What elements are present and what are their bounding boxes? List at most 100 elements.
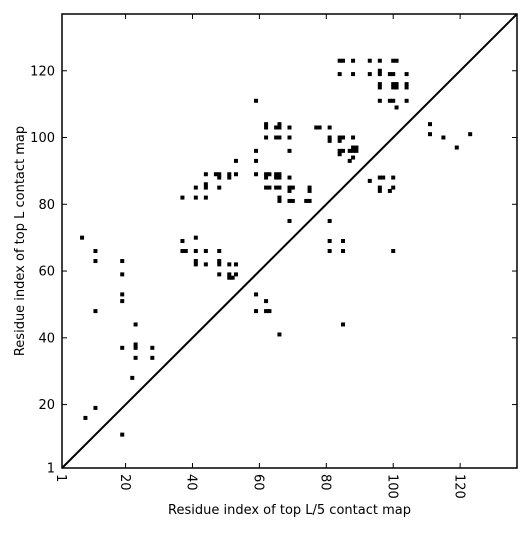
contact-point [314,125,319,130]
contact-point [287,185,292,190]
contact-point [120,299,125,304]
contact-point [83,415,88,420]
contact-point [183,249,188,254]
contact-point [441,135,446,140]
contact-point [290,185,295,190]
contact-point [287,198,292,203]
contact-point [274,135,279,140]
contact-point [351,148,356,153]
contact-point [267,309,272,314]
contact-point [367,178,372,183]
contact-point [277,135,282,140]
x-tick-label: 60 [251,474,266,491]
contact-point [367,72,372,77]
contact-point [233,158,238,163]
contact-point [264,185,269,190]
y-tick-label: 1 [47,462,55,477]
contact-point [227,175,232,180]
contact-point [80,235,85,240]
contact-point [391,98,396,103]
contact-point [351,145,356,150]
contact-point [287,188,292,193]
contact-point [391,185,396,190]
contact-point [377,85,382,90]
contact-point [377,72,382,77]
contact-point [337,152,342,157]
contact-point [404,85,409,90]
plot-frame [61,13,518,469]
contact-point [264,309,269,314]
contact-point [341,239,346,243]
contact-point [277,185,282,190]
contact-point [341,135,346,140]
contact-point [377,58,382,63]
contact-point [133,355,138,360]
contact-point [287,125,292,130]
contact-point [341,148,346,153]
contact-point [274,185,279,190]
contact-point [341,249,346,254]
contact-point [347,148,352,153]
contact-point [277,125,282,130]
contact-point [193,195,198,200]
contact-point [351,58,356,63]
contact-point [93,309,98,314]
contact-point [277,195,282,200]
contact-point [264,135,269,140]
contact-point [203,185,208,190]
contact-point [317,125,322,130]
contact-point [254,172,259,177]
contact-point [428,132,433,137]
contact-point [264,299,269,304]
contact-point [217,175,222,180]
y-tick-label: 40 [38,331,55,346]
contact-point [391,72,396,77]
contact-point [254,158,259,163]
contact-point [267,185,272,190]
contact-point [367,58,372,63]
contact-point [254,98,259,103]
contact-point [227,275,232,280]
contact-point [347,158,352,163]
contact-point [404,72,409,77]
contact-point [327,125,332,130]
contact-point [120,292,125,297]
contact-point [274,172,279,177]
contact-point [287,218,292,223]
contact-point [404,98,409,103]
contact-point [230,275,235,280]
contact-point [377,188,382,193]
contact-point [217,272,222,277]
contact-point [133,342,138,347]
contact-point [217,249,222,254]
contact-point [217,262,222,267]
contact-point [277,175,282,180]
contact-point [394,82,399,87]
contact-point [307,185,312,190]
contact-point [391,249,396,254]
contact-point [93,259,98,264]
contact-point [377,82,382,87]
x-tick-label: 80 [318,474,333,491]
contact-point [120,345,125,350]
contact-point [254,309,259,314]
contact-point [120,272,125,277]
contact-point [304,198,309,203]
contact-point [254,292,259,297]
contact-point [337,58,342,63]
contact-point [233,272,238,277]
contact-point [264,172,269,177]
contact-point [354,145,359,150]
x-tick-label: 100 [384,474,399,499]
y-tick-label: 100 [30,131,55,146]
contact-point [468,132,473,137]
contact-point [277,122,282,127]
contact-point [217,259,222,264]
contact-point [193,235,198,240]
contact-point [150,355,155,360]
contact-point [193,185,198,190]
contact-point [327,218,332,223]
contact-point [287,135,292,140]
